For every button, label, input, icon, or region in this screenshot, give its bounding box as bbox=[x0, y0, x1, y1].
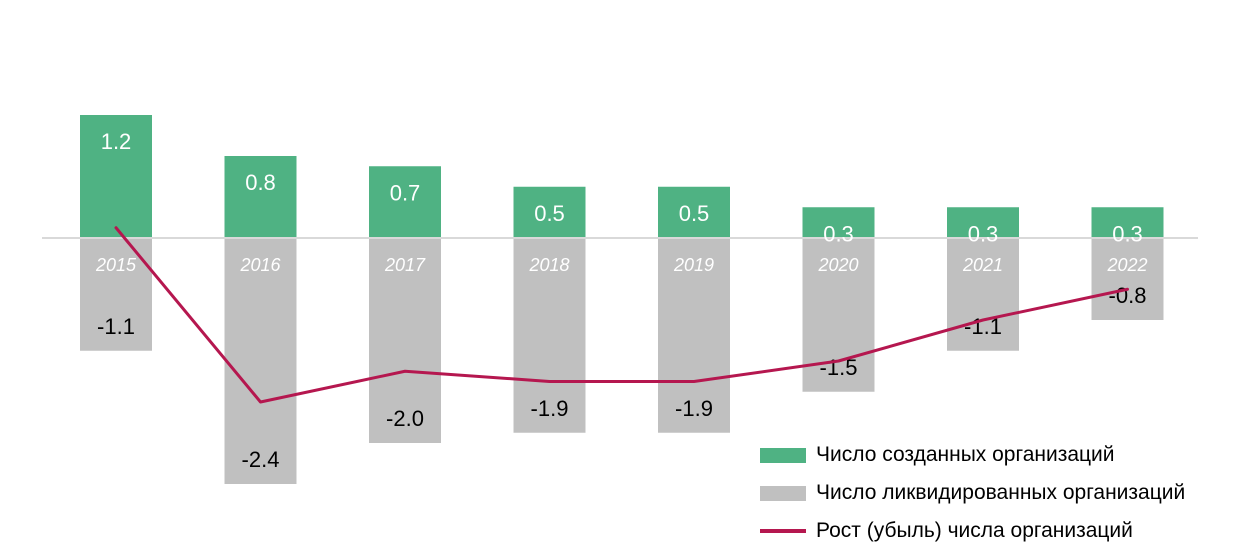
data-label-liquidated-2017: -2.0 bbox=[386, 406, 424, 431]
bar-liquidated-2016 bbox=[224, 238, 297, 484]
bar-created-2016 bbox=[224, 156, 297, 238]
x-tick-label-2020: 2020 bbox=[817, 255, 858, 275]
data-label-liquidated-2018: -1.9 bbox=[531, 396, 569, 421]
data-label-created-2022: 0.3 bbox=[1112, 221, 1143, 246]
data-label-created-2020: 0.3 bbox=[823, 221, 854, 246]
bar-created-2019 bbox=[658, 186, 730, 238]
x-tick-label-2022: 2022 bbox=[1106, 255, 1147, 275]
data-label-created-2018: 0.5 bbox=[534, 201, 565, 226]
legend-item-growth: Рост (убыль) числа организаций bbox=[760, 512, 1185, 550]
bar-created-2017 bbox=[369, 166, 441, 238]
legend-label-created: Число созданных организаций bbox=[816, 443, 1115, 466]
bar-created-2018 bbox=[513, 186, 586, 238]
legend-item-created: Число созданных организаций bbox=[760, 436, 1185, 474]
bar-created-2022 bbox=[1091, 207, 1164, 238]
bar-created-2020 bbox=[802, 207, 875, 238]
bar-liquidated-2018 bbox=[513, 238, 586, 433]
data-label-liquidated-2019: -1.9 bbox=[675, 396, 713, 421]
bar-liquidated-2019 bbox=[658, 238, 730, 433]
growth-line-group bbox=[114, 226, 1129, 404]
legend-swatch-liquidated bbox=[760, 485, 806, 501]
bar-liquidated-2022 bbox=[1091, 238, 1164, 320]
data-label-liquidated-2015: -1.1 bbox=[97, 314, 135, 339]
legend-swatch-created bbox=[760, 447, 806, 463]
created-bars-group bbox=[80, 115, 1164, 238]
bar-liquidated-2021 bbox=[947, 238, 1019, 351]
data-label-created-2019: 0.5 bbox=[679, 201, 710, 226]
legend-item-liquidated: Число ликвидированных организаций bbox=[760, 474, 1185, 512]
data-labels: 1.2-1.10.8-2.40.7-2.00.5-1.90.5-1.90.3-1… bbox=[97, 129, 1146, 472]
bar-liquidated-2017 bbox=[369, 238, 441, 443]
x-tick-label-2019: 2019 bbox=[673, 255, 714, 275]
bar-liquidated-2020 bbox=[802, 238, 875, 392]
data-label-created-2017: 0.7 bbox=[390, 180, 421, 205]
legend-swatch-growth bbox=[760, 529, 806, 533]
legend: Число созданных организаций Число ликвид… bbox=[760, 436, 1185, 550]
x-tick-label-2015: 2015 bbox=[95, 255, 137, 275]
data-label-created-2015: 1.2 bbox=[101, 129, 132, 154]
growth-line bbox=[114, 226, 1129, 404]
bar-created-2021 bbox=[947, 207, 1019, 238]
legend-label-liquidated: Число ликвидированных организаций bbox=[816, 481, 1186, 504]
x-tick-label-2016: 2016 bbox=[239, 255, 281, 275]
x-tick-label-2018: 2018 bbox=[528, 255, 569, 275]
data-label-liquidated-2022: -0.8 bbox=[1109, 283, 1147, 308]
data-label-created-2016: 0.8 bbox=[245, 170, 276, 195]
legend-label-growth: Рост (убыль) числа организаций bbox=[816, 519, 1133, 542]
x-tick-label-2017: 2017 bbox=[384, 255, 426, 275]
liquidated-bars-group bbox=[80, 238, 1164, 484]
data-label-liquidated-2016: -2.4 bbox=[242, 447, 280, 472]
bar-created-2015 bbox=[80, 115, 152, 238]
x-tick-labels: 2015 2016 2017 2018 2019 2020 2021 2022 bbox=[95, 255, 1148, 275]
data-label-created-2021: 0.3 bbox=[968, 221, 999, 246]
x-tick-label-2021: 2021 bbox=[962, 255, 1003, 275]
